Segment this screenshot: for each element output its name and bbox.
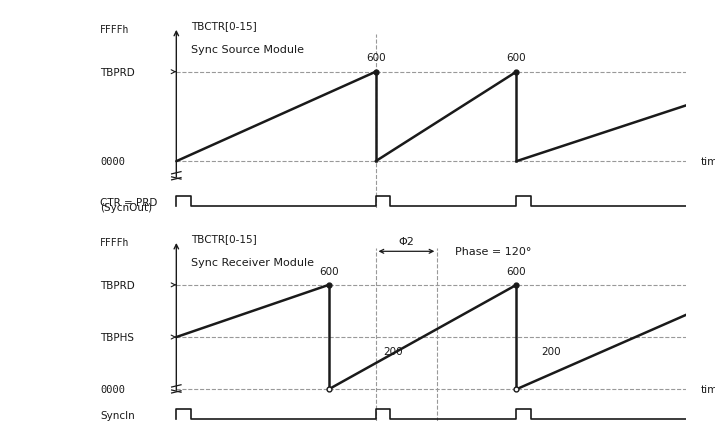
Text: SyncIn: SyncIn: [100, 410, 135, 420]
Text: TBPRD: TBPRD: [100, 280, 135, 290]
Text: TBCTR[0-15]: TBCTR[0-15]: [191, 21, 257, 31]
Text: 600: 600: [506, 266, 526, 276]
Text: CTR = PRD: CTR = PRD: [100, 197, 157, 207]
Text: Sync Receiver Module: Sync Receiver Module: [191, 258, 314, 268]
Text: 600: 600: [319, 266, 339, 276]
Text: TBPHS: TBPHS: [100, 332, 134, 342]
Text: TBCTR[0-15]: TBCTR[0-15]: [191, 234, 257, 243]
Text: FFFFh: FFFFh: [100, 25, 129, 35]
Text: time: time: [701, 157, 715, 167]
Text: 200: 200: [383, 346, 403, 356]
Text: FFFFh: FFFFh: [100, 237, 129, 247]
Text: time: time: [701, 385, 715, 395]
Text: Φ2: Φ2: [398, 236, 415, 246]
Text: (SycnOut): (SycnOut): [100, 203, 152, 213]
Text: 0000: 0000: [100, 157, 125, 167]
Text: 0000: 0000: [100, 385, 125, 395]
Text: TBPRD: TBPRD: [100, 68, 135, 78]
Text: 200: 200: [542, 346, 561, 356]
Text: Phase = 120°: Phase = 120°: [455, 247, 531, 256]
Text: Sync Source Module: Sync Source Module: [191, 45, 304, 55]
Text: 600: 600: [366, 53, 385, 63]
Text: 600: 600: [506, 53, 526, 63]
